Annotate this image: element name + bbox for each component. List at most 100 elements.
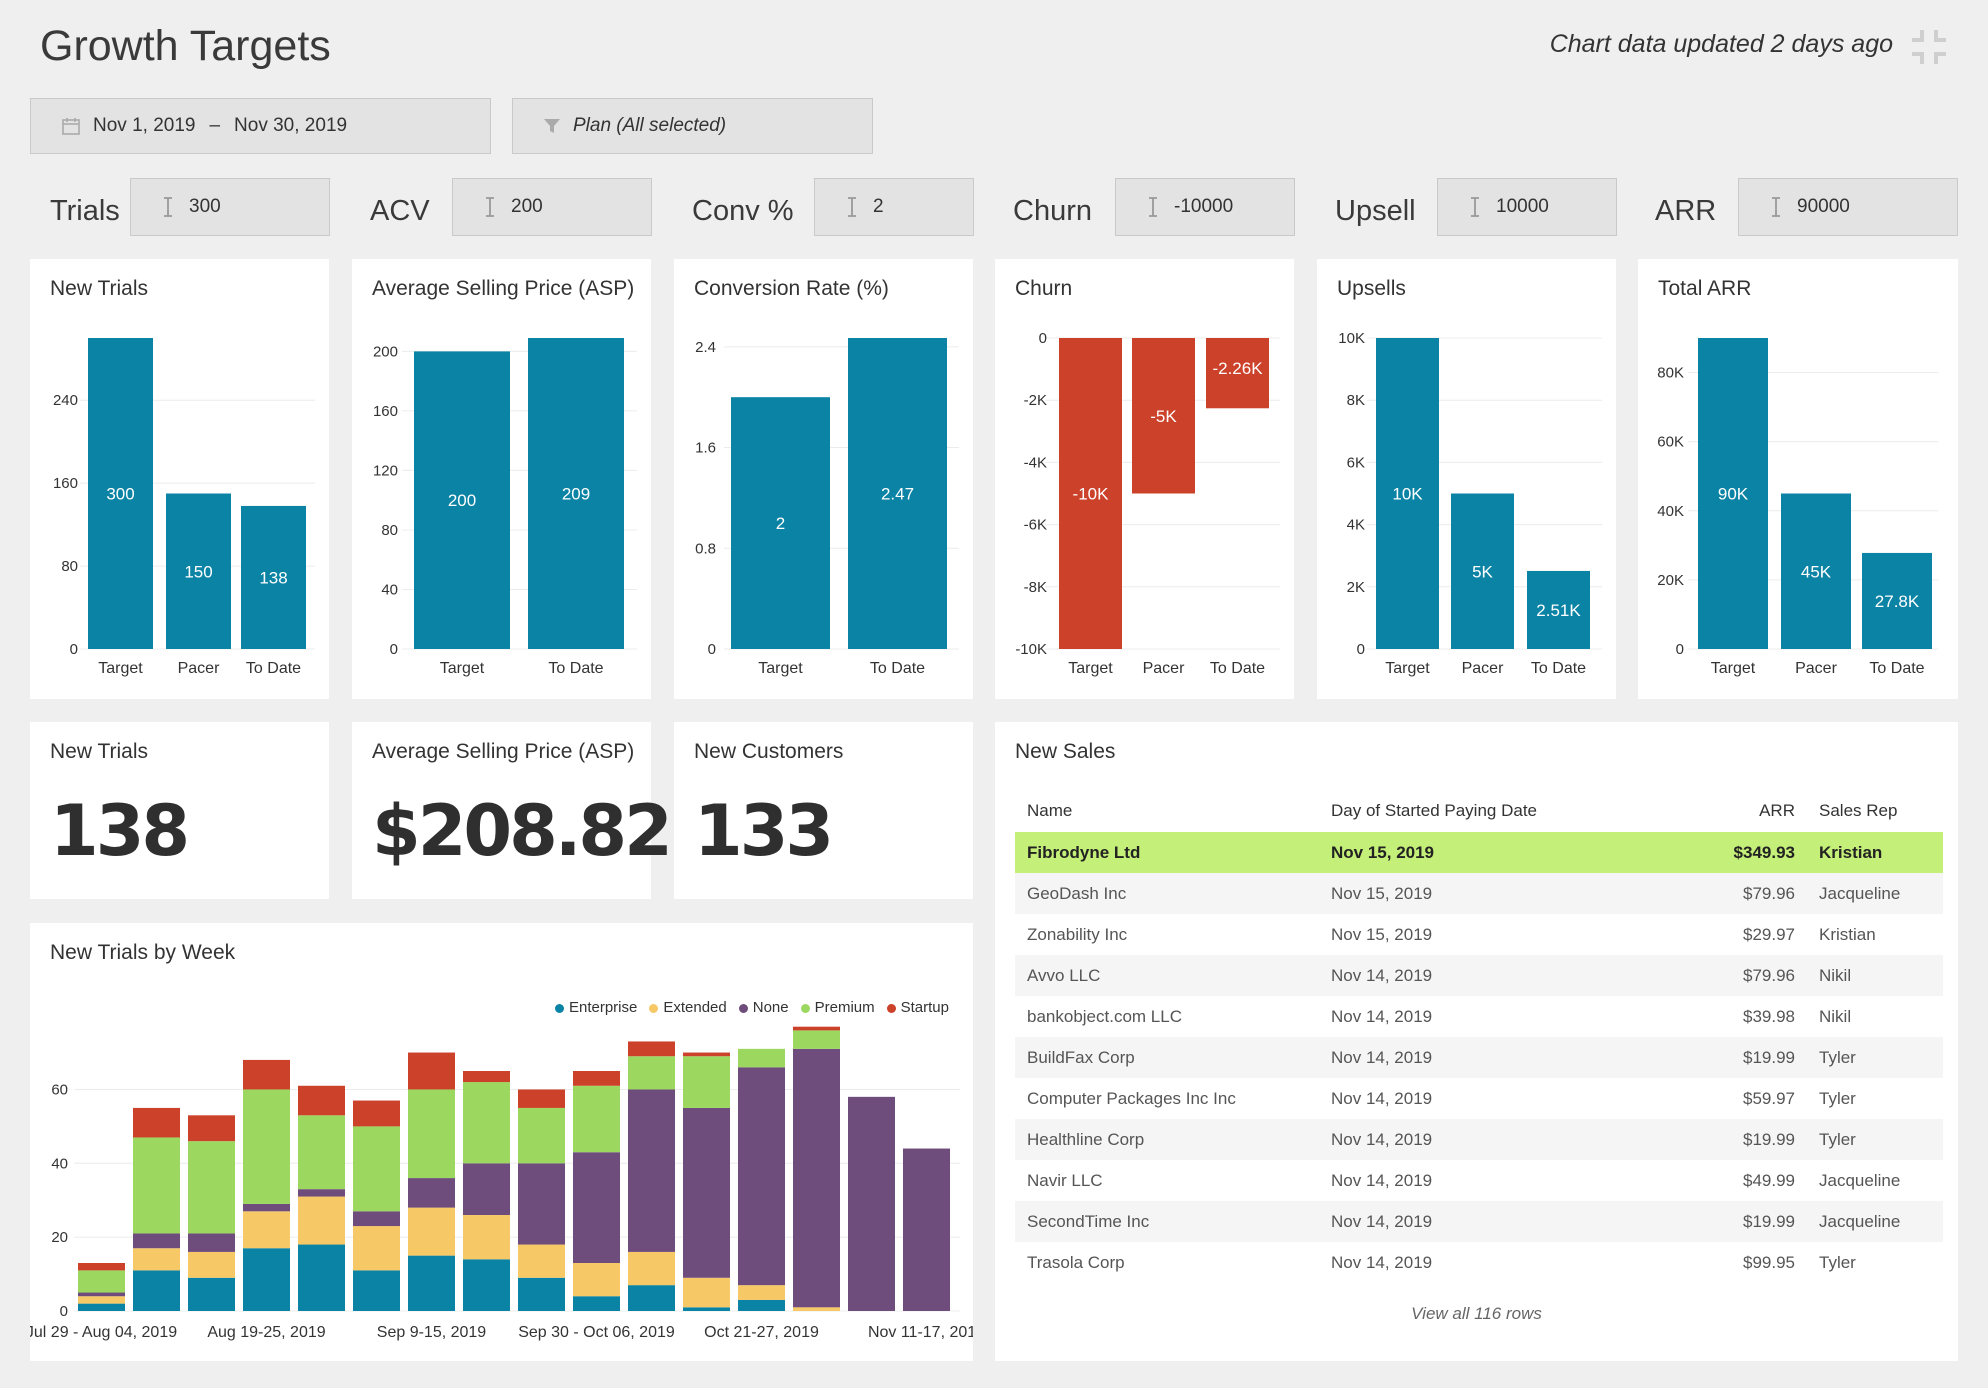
bar[interactable] — [1206, 338, 1269, 409]
stacked-bar-segment[interactable] — [683, 1277, 730, 1308]
column-header-name[interactable]: Name — [1027, 801, 1073, 820]
stacked-bar-segment[interactable] — [463, 1259, 510, 1311]
stacked-bar-segment[interactable] — [518, 1244, 565, 1278]
param-input[interactable]: 10000 — [1437, 178, 1617, 236]
stacked-bar-segment[interactable] — [408, 1255, 455, 1311]
stacked-bar-segment[interactable] — [573, 1263, 620, 1297]
stacked-bar-segment[interactable] — [298, 1115, 345, 1190]
stacked-bar-segment[interactable] — [353, 1100, 400, 1127]
stacked-bar-segment[interactable] — [738, 1285, 785, 1300]
bar[interactable] — [1781, 493, 1851, 650]
plan-filter[interactable]: Plan (All selected) — [512, 98, 873, 154]
stacked-bar-segment[interactable] — [463, 1163, 510, 1215]
stacked-bar-segment[interactable] — [78, 1263, 125, 1271]
stacked-bar-segment[interactable] — [353, 1270, 400, 1311]
date-range-filter[interactable]: Nov 1, 2019 – Nov 30, 2019 — [30, 98, 491, 154]
stacked-bar-segment[interactable] — [408, 1178, 455, 1208]
stacked-bar-segment[interactable] — [188, 1141, 235, 1234]
stacked-bar-segment[interactable] — [298, 1244, 345, 1311]
legend-item[interactable]: Extended — [649, 999, 727, 1016]
table-row[interactable]: Computer Packages Inc Inc Nov 14, 2019 $59… — [1015, 1078, 1943, 1119]
stacked-bar-segment[interactable] — [463, 1215, 510, 1260]
param-input[interactable]: 300 — [130, 178, 330, 236]
stacked-bar-segment[interactable] — [243, 1248, 290, 1311]
stacked-bar-segment[interactable] — [628, 1285, 675, 1311]
stacked-bar-segment[interactable] — [518, 1163, 565, 1245]
stacked-bar-segment[interactable] — [573, 1085, 620, 1153]
stacked-bar-segment[interactable] — [628, 1041, 675, 1057]
stacked-bar-segment[interactable] — [133, 1137, 180, 1234]
stacked-bar-segment[interactable] — [243, 1059, 290, 1090]
stacked-bar-segment[interactable] — [793, 1030, 840, 1049]
stacked-bar-segment[interactable] — [133, 1107, 180, 1138]
stacked-bar-segment[interactable] — [573, 1296, 620, 1311]
stacked-bar-segment[interactable] — [628, 1089, 675, 1252]
table-row[interactable]: SecondTime Inc Nov 14, 2019 $19.99 Jacqueli… — [1015, 1201, 1943, 1242]
bar[interactable] — [731, 397, 830, 649]
bar[interactable] — [1698, 338, 1768, 649]
column-header-arr[interactable]: ARR — [1759, 801, 1795, 820]
stacked-bar-segment[interactable] — [793, 1307, 840, 1311]
stacked-bar-segment[interactable] — [188, 1115, 235, 1142]
stacked-bar-segment[interactable] — [463, 1082, 510, 1164]
stacked-bar-segment[interactable] — [188, 1277, 235, 1311]
bar[interactable] — [848, 338, 947, 649]
stacked-bar-segment[interactable] — [188, 1251, 235, 1278]
legend-item[interactable]: Startup — [886, 999, 949, 1016]
collapse-icon[interactable] — [1910, 28, 1948, 66]
stacked-bar-segment[interactable] — [78, 1292, 125, 1297]
stacked-bar-segment[interactable] — [738, 1048, 785, 1068]
stacked-bar-segment[interactable] — [298, 1085, 345, 1116]
stacked-bar-segment[interactable] — [793, 1026, 840, 1031]
param-input[interactable]: 2 — [814, 178, 974, 236]
legend-item[interactable]: Premium — [800, 999, 875, 1016]
stacked-bar-segment[interactable] — [298, 1196, 345, 1245]
stacked-bar-segment[interactable] — [133, 1270, 180, 1311]
stacked-bar-segment[interactable] — [628, 1056, 675, 1090]
bar[interactable] — [414, 351, 510, 649]
bar[interactable] — [1059, 338, 1122, 649]
stacked-bar-segment[interactable] — [243, 1089, 290, 1204]
stacked-bar-segment[interactable] — [683, 1107, 730, 1278]
table-row[interactable]: GeoDash Inc Nov 15, 2019 $79.96 Jacqueline — [1015, 873, 1943, 914]
stacked-bar-segment[interactable] — [133, 1233, 180, 1249]
stacked-bar-segment[interactable] — [628, 1251, 675, 1286]
bar[interactable] — [88, 338, 153, 649]
stacked-bar-segment[interactable] — [573, 1071, 620, 1086]
legend-item[interactable]: None — [738, 999, 789, 1016]
bar[interactable] — [1132, 338, 1195, 494]
stacked-bar-segment[interactable] — [188, 1233, 235, 1252]
stacked-bar-segment[interactable] — [518, 1277, 565, 1311]
stacked-bar-segment[interactable] — [78, 1303, 125, 1311]
bar[interactable] — [166, 493, 231, 650]
stacked-bar-segment[interactable] — [353, 1211, 400, 1227]
column-header-sales-rep[interactable]: Sales Rep — [1819, 801, 1898, 820]
bar[interactable] — [528, 338, 624, 649]
stacked-bar-segment[interactable] — [793, 1048, 840, 1308]
stacked-bar-segment[interactable] — [848, 1096, 895, 1311]
view-all-rows-link[interactable]: View all 116 rows — [1411, 1304, 1542, 1323]
stacked-bar-segment[interactable] — [518, 1107, 565, 1164]
stacked-bar-segment[interactable] — [298, 1189, 345, 1197]
stacked-bar-segment[interactable] — [408, 1052, 455, 1090]
table-row[interactable]: Navir LLC Nov 14, 2019 $49.99 Jacqueline — [1015, 1160, 1943, 1201]
stacked-bar-segment[interactable] — [408, 1207, 455, 1256]
stacked-bar-segment[interactable] — [738, 1299, 785, 1311]
stacked-bar-segment[interactable] — [573, 1152, 620, 1263]
param-input[interactable]: 90000 — [1738, 178, 1958, 236]
stacked-bar-segment[interactable] — [353, 1126, 400, 1212]
table-row[interactable]: Avvo LLC Nov 14, 2019 $79.96 Nikil — [1015, 955, 1943, 996]
bar[interactable] — [1862, 552, 1932, 649]
stacked-bar-segment[interactable] — [683, 1052, 730, 1057]
column-header-date[interactable]: Day of Started Paying Date — [1331, 801, 1538, 820]
stacked-bar-segment[interactable] — [243, 1203, 290, 1212]
bar[interactable] — [241, 505, 306, 649]
table-row[interactable]: Zonability Inc Nov 15, 2019 $29.97 Kristian — [1015, 914, 1943, 955]
table-row[interactable]: bankobject.com LLC Nov 14, 2019 $39.98 Niki… — [1015, 996, 1943, 1037]
bar[interactable] — [1451, 493, 1514, 650]
legend-item[interactable]: Enterprise — [554, 999, 637, 1016]
stacked-bar-segment[interactable] — [243, 1211, 290, 1249]
param-input[interactable]: 200 — [452, 178, 652, 236]
table-row[interactable]: BuildFax Corp Nov 14, 2019 $19.99 Tyler — [1015, 1037, 1943, 1078]
table-row[interactable]: Healthline Corp Nov 14, 2019 $19.99 Tyler — [1015, 1119, 1943, 1160]
